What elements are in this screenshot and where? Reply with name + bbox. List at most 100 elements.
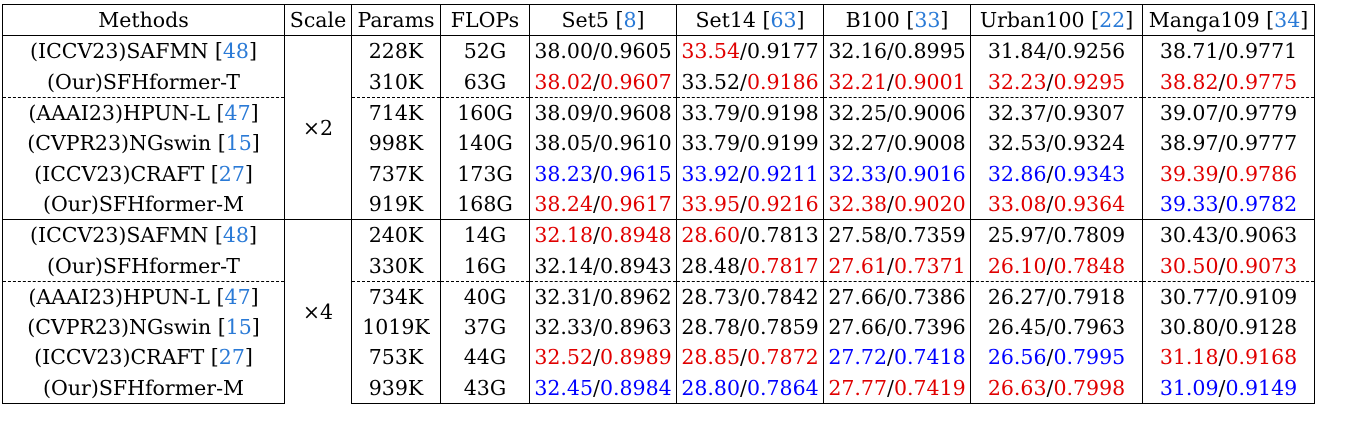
psnr-value: 33.92: [681, 161, 741, 186]
ssim-value: 0.8984: [599, 375, 672, 400]
score-cell: 32.38/0.9020: [823, 188, 971, 220]
results-body: (ICCV23)SAFMN [48] ×2 228K 52G 38.00/0.9605 3…: [2, 35, 1315, 404]
ssim-value: 0.7418: [893, 345, 966, 370]
ssim-value: 0.9168: [1225, 345, 1298, 370]
psnr-value: 39.39: [1159, 161, 1219, 186]
params-cell: 939K: [351, 372, 441, 404]
citation-link[interactable]: 15: [225, 315, 252, 340]
ssim-value: 0.8948: [599, 223, 672, 248]
score-cell: 26.63/0.7998: [970, 372, 1143, 404]
ssim-value: 0.9782: [1225, 191, 1298, 216]
ssim-value: 0.9617: [599, 191, 672, 216]
params-cell: 919K: [351, 188, 441, 220]
psnr-value: 33.52: [681, 69, 741, 94]
psnr-value: 32.14: [534, 253, 594, 278]
params-cell: 228K: [351, 35, 441, 67]
ssim-value: 0.9073: [1225, 253, 1298, 278]
score-cell: 39.07/0.9779: [1142, 96, 1315, 129]
params-cell: 714K: [351, 96, 441, 129]
citation-link[interactable]: 48: [222, 39, 249, 64]
ssim-value: 0.9256: [1053, 39, 1126, 64]
ssim-value: 0.9324: [1053, 131, 1126, 156]
psnr-value: 33.79: [681, 131, 741, 156]
score-cell: 27.58/0.7359: [823, 219, 971, 251]
ssim-value: 0.9006: [893, 101, 966, 126]
psnr-value: 38.05: [534, 131, 594, 156]
score-cell: 32.33/0.8963: [529, 311, 677, 343]
score-cell: 38.23/0.9615: [529, 158, 677, 189]
score-cell: 32.53/0.9324: [970, 128, 1143, 159]
scale-cell: ×2: [284, 35, 352, 220]
score-cell: 32.45/0.8984: [529, 372, 677, 404]
table-row: (Our)SFHformer-M 939K 43G 32.45/0.8984 28.80…: [2, 372, 1315, 404]
ssim-value: 0.7872: [746, 345, 819, 370]
score-cell: 25.97/0.7809: [970, 219, 1143, 251]
flops-cell: 160G: [440, 96, 530, 129]
psnr-value: 33.54: [681, 39, 741, 64]
score-cell: 31.84/0.9256: [970, 35, 1143, 67]
psnr-value: 27.66: [828, 284, 888, 309]
citation-link[interactable]: 27: [218, 161, 245, 186]
score-cell: 28.60/0.7813: [676, 219, 824, 251]
method-cell: (Our)SFHformer-M: [2, 188, 285, 220]
ssim-value: 0.9615: [599, 161, 672, 186]
ssim-value: 0.7859: [746, 315, 819, 340]
score-cell: 28.78/0.7859: [676, 311, 824, 343]
citation-link[interactable]: 47: [224, 101, 251, 126]
psnr-value: 32.25: [828, 101, 888, 126]
psnr-value: 27.77: [828, 375, 888, 400]
score-cell: 28.73/0.7842: [676, 280, 824, 312]
method-name: (ICCV23)SAFMN: [30, 39, 209, 64]
score-cell: 31.09/0.9149: [1142, 372, 1315, 404]
method-cell: (ICCV23)CRAFT [27]: [2, 342, 285, 373]
psnr-value: 31.09: [1159, 375, 1219, 400]
psnr-value: 30.77: [1159, 284, 1219, 309]
psnr-value: 32.53: [987, 131, 1047, 156]
score-cell: 32.86/0.9343: [970, 158, 1143, 189]
header-scale: Scale: [284, 3, 352, 37]
score-cell: 26.27/0.7918: [970, 280, 1143, 312]
psnr-value: 33.08: [987, 191, 1047, 216]
citation-link[interactable]: 47: [224, 284, 251, 309]
score-cell: 26.45/0.7963: [970, 311, 1143, 343]
ssim-value: 0.7995: [1053, 345, 1126, 370]
psnr-value: 33.79: [681, 101, 741, 126]
citation-link[interactable]: 15: [225, 131, 252, 156]
header-manga109: Manga109 [34]: [1142, 3, 1315, 37]
psnr-value: 27.72: [828, 345, 888, 370]
method-name: (Our)SFHformer-T: [47, 253, 240, 278]
ssim-value: 0.8989: [599, 345, 672, 370]
psnr-value: 27.58: [828, 223, 888, 248]
psnr-value: 32.45: [534, 375, 594, 400]
score-cell: 27.66/0.7386: [823, 280, 971, 312]
ssim-value: 0.7864: [746, 375, 819, 400]
table-row: (Our)SFHformer-T 330K 16G 32.14/0.8943 28.48…: [2, 250, 1315, 282]
method-name: (Our)SFHformer-M: [43, 191, 244, 216]
score-cell: 32.18/0.8948: [529, 219, 677, 251]
score-cell: 33.79/0.9198: [676, 96, 824, 129]
params-cell: 998K: [351, 128, 441, 159]
header-set5: Set5 [8]: [529, 3, 677, 37]
ssim-value: 0.7817: [746, 253, 819, 278]
ssim-value: 0.9149: [1225, 375, 1298, 400]
method-name: (ICCV23)CRAFT: [34, 345, 205, 370]
citation-link[interactable]: 48: [222, 223, 249, 248]
ssim-value: 0.7813: [746, 223, 819, 248]
psnr-value: 30.43: [1159, 223, 1219, 248]
flops-cell: 52G: [440, 35, 530, 67]
scale-cell: ×4: [284, 219, 352, 404]
citation-link[interactable]: 27: [218, 345, 245, 370]
psnr-value: 32.38: [828, 191, 888, 216]
header-params: Params: [351, 3, 441, 37]
score-cell: 38.82/0.9775: [1142, 66, 1315, 98]
method-name: (Our)SFHformer-T: [47, 69, 240, 94]
psnr-value: 27.61: [828, 253, 888, 278]
score-cell: 33.54/0.9177: [676, 35, 824, 67]
params-cell: 753K: [351, 342, 441, 373]
ssim-value: 0.7386: [893, 284, 966, 309]
psnr-value: 38.23: [534, 161, 594, 186]
psnr-value: 32.23: [987, 69, 1047, 94]
flops-cell: 43G: [440, 372, 530, 404]
ssim-value: 0.9063: [1225, 223, 1298, 248]
psnr-value: 32.27: [828, 131, 888, 156]
